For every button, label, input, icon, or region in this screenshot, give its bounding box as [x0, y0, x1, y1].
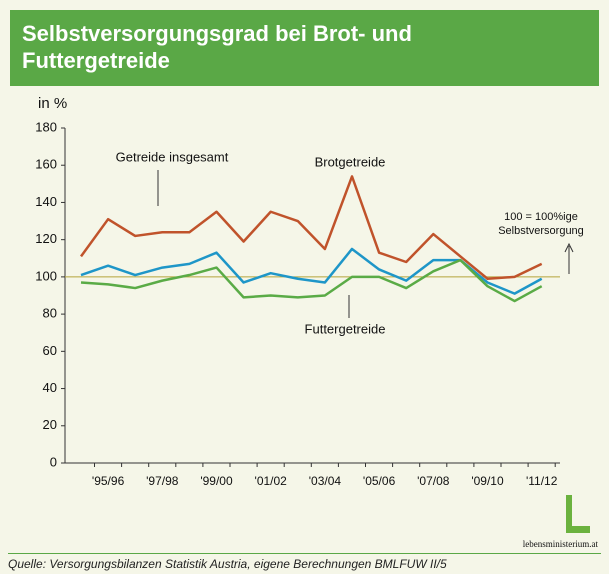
reference-label: 100 = 100%ige	[504, 211, 578, 223]
y-tick-label: 160	[35, 157, 57, 172]
series-label: Getreide insgesamt	[116, 149, 229, 164]
series-label: Futtergetreide	[305, 321, 386, 336]
y-tick-label: 120	[35, 231, 57, 246]
logo-mark	[566, 495, 590, 533]
reference-label: Selbstversorgung	[498, 225, 584, 237]
source: Quelle: Versorgungsbilanzen Statistik Au…	[8, 553, 601, 571]
y-tick-label: 20	[43, 417, 57, 432]
logo: lebensministerium.at	[523, 539, 599, 549]
x-tick-label: '97/98	[146, 474, 179, 488]
header: Selbstversorgungsgrad bei Brot- und Futt…	[10, 10, 599, 86]
series-label: Brotgetreide	[315, 154, 386, 169]
series-line	[80, 258, 543, 303]
x-tick-label: '09/10	[471, 474, 504, 488]
series-line	[79, 175, 543, 280]
x-tick-label: '95/96	[92, 474, 125, 488]
x-tick-label: '03/04	[309, 474, 342, 488]
x-tick-label: '05/06	[363, 474, 396, 488]
x-tick-label: '99/00	[200, 474, 233, 488]
arrow-head	[564, 242, 574, 253]
x-tick-label: '07/08	[417, 474, 450, 488]
x-tick-label: '01/02	[255, 474, 288, 488]
y-tick-label: 80	[43, 306, 57, 321]
y-tick-label: 100	[35, 268, 57, 283]
y-tick-label: 60	[43, 343, 57, 358]
y-tick-label: 180	[35, 119, 57, 134]
y-tick-label: 40	[43, 380, 57, 395]
x-tick-label: '11/12	[526, 474, 558, 488]
chart-title: Selbstversorgungsgrad bei Brot- und Futt…	[22, 21, 412, 73]
y-tick-label: 140	[35, 194, 57, 209]
y-axis-label: in %	[38, 95, 67, 112]
y-tick-label: 0	[50, 454, 57, 469]
